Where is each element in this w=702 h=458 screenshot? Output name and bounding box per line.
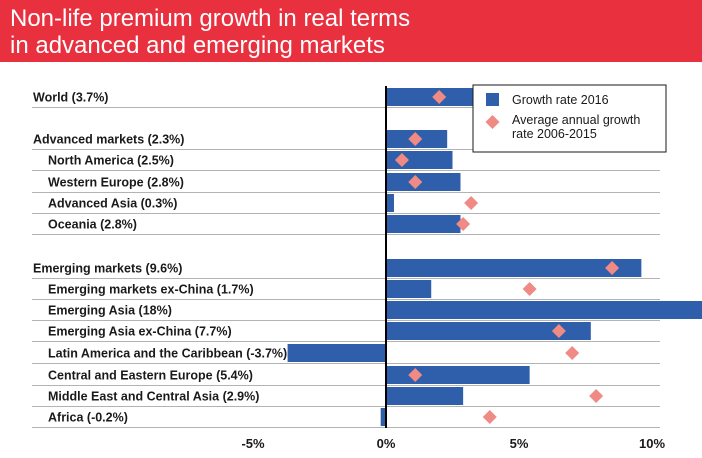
category-label: Western Europe (2.8%) (48, 176, 184, 190)
bar-series (287, 88, 702, 426)
category-label: Emerging markets (9.6%) (33, 262, 182, 276)
diamond-marker (408, 132, 423, 146)
row-separators (32, 107, 660, 428)
diamond-series (394, 90, 620, 424)
category-label: Central and Eastern Europe (5.4%) (48, 369, 253, 383)
chart-header (0, 0, 702, 62)
diamond-marker (408, 368, 423, 382)
bar (287, 344, 386, 362)
diamond-marker (551, 324, 566, 338)
category-label: Advanced Asia (0.3%) (48, 197, 177, 211)
category-label: Oceania (2.8%) (48, 218, 137, 232)
category-label: World (3.7%) (33, 91, 108, 105)
diamond-marker (565, 346, 580, 360)
category-labels: World (3.7%) Advanced markets (2.3%) North… (33, 91, 287, 425)
legend-bar-swatch (486, 93, 499, 106)
diamond-marker (394, 153, 409, 167)
x-tick-label: -5% (241, 436, 265, 451)
bar (386, 322, 591, 340)
category-label: Emerging markets ex-China (1.7%) (48, 283, 254, 297)
bar (386, 301, 702, 319)
x-tick-label: 5% (510, 436, 529, 451)
bar (386, 387, 464, 405)
chart-title-line-1: Non-life premium growth in real terms (10, 5, 411, 32)
legend: Growth rate 2016 Average annual growth r… (472, 84, 667, 153)
legend-marker-label-line2: rate 2006-2015 (512, 127, 597, 141)
x-tick-label: 0% (377, 436, 396, 451)
diamond-marker (589, 389, 604, 403)
bar (380, 408, 386, 426)
category-label: Latin America and the Caribbean (-3.7%) (48, 347, 287, 361)
bar (386, 215, 461, 233)
x-tick-labels: -5%0%5%10%15%20% (241, 436, 665, 451)
diamond-marker (464, 196, 479, 210)
bar (386, 366, 530, 384)
diamond-marker (408, 175, 423, 189)
legend-box (472, 84, 667, 153)
category-label: North America (2.5%) (48, 154, 174, 168)
diamond-marker (432, 90, 447, 104)
chart-title-line-2: in advanced and emerging markets (10, 32, 385, 59)
legend-bar-label: Growth rate 2016 (512, 93, 609, 107)
bar (386, 259, 642, 277)
diamond-marker (482, 410, 497, 424)
diamond-marker (522, 282, 537, 296)
diamond-marker (456, 217, 471, 231)
bar (386, 173, 461, 191)
category-label: Emerging Asia (18%) (48, 304, 172, 318)
category-label: Middle East and Central Asia (2.9%) (48, 390, 259, 404)
diamond-marker (605, 261, 620, 275)
x-tick-label: 10% (639, 436, 665, 451)
category-label: Emerging Asia ex-China (7.7%) (48, 325, 232, 339)
legend-diamond-swatch (485, 115, 500, 129)
bar (386, 280, 432, 298)
category-label: Africa (-0.2%) (48, 411, 128, 425)
bar (386, 194, 394, 212)
legend-marker-label-line1: Average annual growth (512, 113, 640, 127)
category-label: Advanced markets (2.3%) (33, 133, 184, 147)
